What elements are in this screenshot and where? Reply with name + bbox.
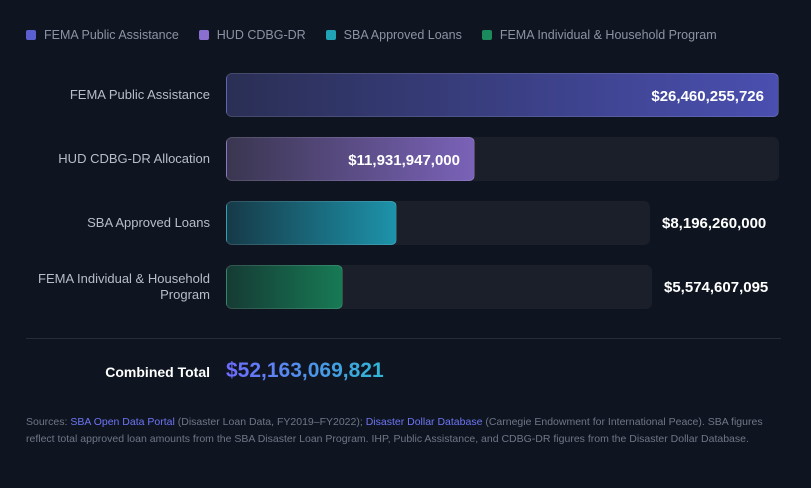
divider	[26, 338, 781, 339]
legend-label: FEMA Individual & Household Program	[499, 28, 717, 42]
legend-swatch	[26, 30, 36, 40]
chart-legend: FEMA Public Assistance HUD CDBG-DR SBA A…	[26, 28, 737, 42]
disaster-dollar-database-link[interactable]: Disaster Dollar Database	[365, 416, 483, 428]
bar-track	[226, 201, 650, 245]
category-label: FEMA Public Assistance	[69, 87, 210, 102]
legend-label: FEMA Public Assistance	[44, 28, 179, 42]
sources-text: (Carnegie Endowment for International Pe…	[26, 416, 763, 445]
category-label: HUD CDBG-DR Allocation	[58, 151, 210, 166]
total-label: Combined Total	[105, 364, 210, 380]
bar: $11,931,947,000	[226, 137, 475, 181]
bar	[226, 201, 397, 245]
legend-item-hud: HUD CDBG-DR	[198, 28, 306, 42]
legend-label: SBA Approved Loans	[343, 28, 462, 42]
bar-track	[226, 265, 652, 309]
bar: $26,460,255,726	[226, 73, 779, 117]
legend-swatch	[198, 30, 209, 40]
legend-item-fema-ihp: FEMA Individual & Household Program	[481, 28, 717, 42]
category-label: FEMA Individual & Household Program	[38, 271, 210, 302]
sources-prefix: Sources:	[26, 416, 71, 428]
sources-note: Sources: SBA Open Data Portal (Disaster …	[26, 414, 786, 448]
bar-row: HUD CDBG-DR Allocation $11,931,947,000	[0, 137, 811, 181]
legend-label: HUD CDBG-DR	[216, 28, 306, 42]
sources-text: (Disaster Loan Data, FY2019–FY2022);	[174, 416, 366, 428]
value-label: $8,196,260,000	[662, 214, 767, 232]
category-label: SBA Approved Loans	[87, 215, 210, 230]
value-label: $11,931,947,000	[348, 151, 460, 169]
bar-track: $11,931,947,000	[226, 137, 779, 181]
bar-row: FEMA Individual & Household Program $5,57…	[0, 265, 811, 309]
bar	[226, 265, 343, 309]
legend-item-sba: SBA Approved Loans	[325, 28, 462, 42]
bar-row: FEMA Public Assistance $26,460,255,726	[0, 73, 811, 117]
value-label: $5,574,607,095	[664, 278, 769, 296]
value-label: $26,460,255,726	[651, 87, 764, 105]
sba-open-data-link[interactable]: SBA Open Data Portal	[70, 416, 175, 428]
bar-row: SBA Approved Loans $8,196,260,000	[0, 201, 811, 245]
legend-swatch	[325, 30, 336, 40]
bar-track: $26,460,255,726	[226, 73, 779, 117]
legend-swatch	[481, 30, 492, 40]
total-value: $52,163,069,821	[226, 359, 384, 382]
legend-item-fema-pa: FEMA Public Assistance	[26, 28, 179, 42]
